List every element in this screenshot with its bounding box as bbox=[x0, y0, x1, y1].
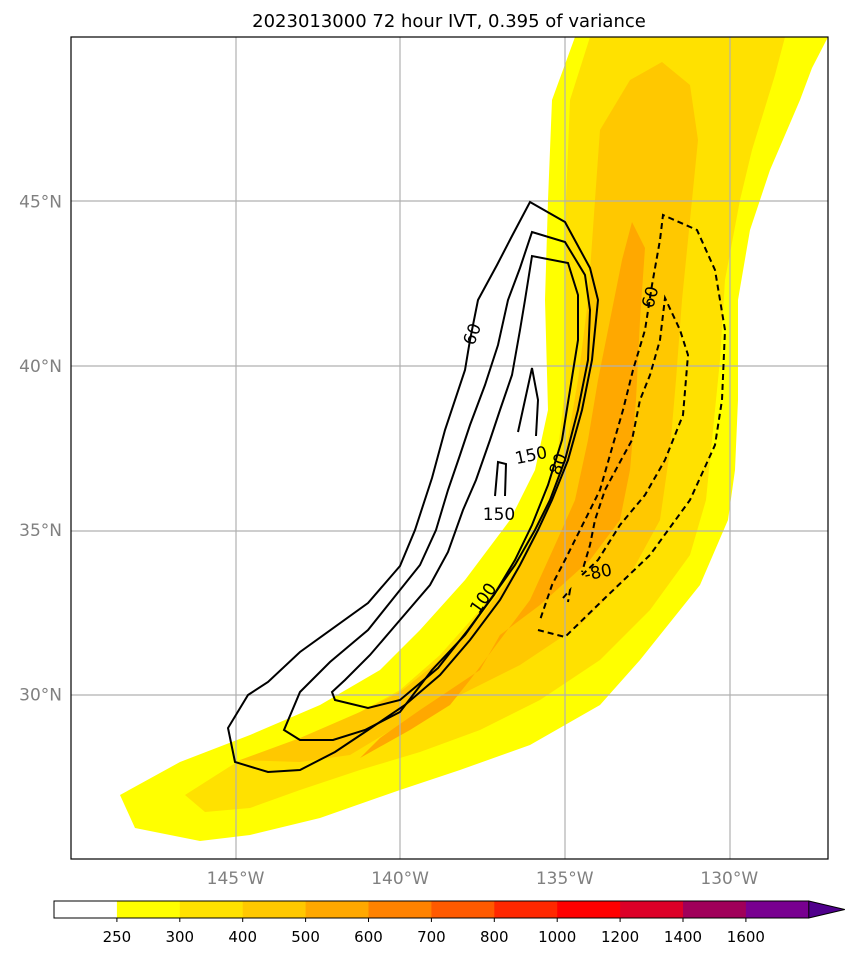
map-title: 2023013000 72 hour IVT, 0.395 of varianc… bbox=[252, 11, 646, 32]
colorbar-tick-label: 250 bbox=[103, 928, 132, 946]
lon-tick-label: 135°W bbox=[536, 869, 594, 889]
colorbar-segment bbox=[431, 901, 495, 918]
latitude-labels: 45°N 40°N 35°N 30°N bbox=[19, 192, 62, 705]
contour-150-a bbox=[517, 367, 540, 437]
colorbar-segment bbox=[494, 901, 558, 918]
colorbar-tick-label: 1600 bbox=[727, 928, 765, 946]
ivt-shading bbox=[120, 37, 828, 841]
colorbar-segment bbox=[368, 901, 432, 918]
contour-positive-60 bbox=[226, 200, 600, 774]
colorbar-tick-label: 1400 bbox=[664, 928, 702, 946]
ivt-band-500 bbox=[360, 222, 645, 758]
colorbar-segment bbox=[242, 901, 307, 918]
anomaly-contours bbox=[226, 200, 727, 774]
gridlines bbox=[71, 37, 828, 859]
colorbar-segment bbox=[683, 901, 747, 918]
colorbar-tick-label: 1200 bbox=[601, 928, 639, 946]
colorbar-tick-label: 800 bbox=[480, 928, 509, 946]
lon-tick-label: 145°W bbox=[207, 869, 265, 889]
lat-tick-label: 35°N bbox=[19, 521, 62, 541]
colorbar-tick-label: 400 bbox=[228, 928, 257, 946]
colorbar-tick-label: 300 bbox=[165, 928, 194, 946]
contour-negative-60 bbox=[537, 213, 727, 639]
contour-150-b bbox=[494, 460, 508, 497]
colorbar-tick-label: 1000 bbox=[538, 928, 576, 946]
contour-label: 150 bbox=[483, 505, 515, 525]
longitude-labels: 145°W 140°W 135°W 130°W bbox=[207, 869, 759, 889]
colorbar-segment bbox=[745, 901, 810, 918]
colorbar-segment bbox=[557, 901, 621, 918]
colorbar: 250 300 400 500 600 700 800 1000 1200 1400 1600 bbox=[53, 900, 845, 946]
colorbar-segment bbox=[305, 901, 369, 918]
contour-positive-80 bbox=[282, 230, 592, 741]
colorbar-tick-label: 600 bbox=[354, 928, 383, 946]
colorbar-extend-arrow bbox=[808, 900, 845, 919]
lon-tick-label: 140°W bbox=[371, 869, 429, 889]
colorbar-tick-label: 500 bbox=[291, 928, 320, 946]
lat-tick-label: 40°N bbox=[19, 357, 62, 377]
contour-negative-80 bbox=[581, 294, 690, 576]
lon-tick-label: 130°W bbox=[700, 869, 758, 889]
colorbar-tick-label: 700 bbox=[417, 928, 446, 946]
contour-positive-100 bbox=[330, 254, 579, 710]
lat-tick-label: 30°N bbox=[19, 686, 62, 706]
contour-negative-small bbox=[562, 586, 572, 603]
colorbar-segment bbox=[620, 901, 684, 918]
colorbar-segment bbox=[179, 901, 244, 918]
lat-tick-label: 45°N bbox=[19, 192, 62, 212]
map-frame bbox=[70, 36, 829, 860]
ivt-band-400 bbox=[240, 62, 698, 762]
contour-label: 60 bbox=[460, 321, 486, 348]
colorbar-segment bbox=[116, 901, 181, 918]
colorbar-segment bbox=[54, 901, 118, 918]
